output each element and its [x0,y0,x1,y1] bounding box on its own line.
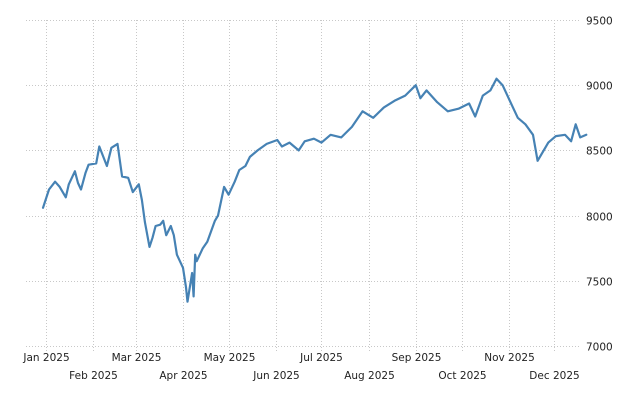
x-tick-label: Feb 2025 [69,370,118,382]
y-tick-label: 8000 [586,212,613,224]
y-tick-label: 8500 [586,146,613,158]
y-tick-label: 7000 [586,342,613,354]
x-tick-label: Nov 2025 [484,352,535,364]
x-tick-label: Jan 2025 [22,352,69,364]
x-tick-label: Aug 2025 [344,370,395,382]
y-axis-labels: 7000 7500 8000 8500 9000 9500 [586,16,613,354]
x-tick-label: Oct 2025 [438,370,486,382]
x-tick-label: Sep 2025 [392,352,442,364]
x-tick-label: Apr 2025 [159,370,207,382]
y-tick-label: 7500 [586,277,613,289]
x-tick-label: Mar 2025 [112,352,162,364]
y-tick-label: 9000 [586,81,613,93]
y-tick-label: 9500 [586,16,613,28]
price-line [41,77,588,303]
x-tick-label: Jul 2025 [299,352,343,364]
grid-lines [26,20,580,351]
x-tick-label: Dec 2025 [529,370,579,382]
x-tick-label: May 2025 [204,352,256,364]
x-tick-label: Jun 2025 [252,370,299,382]
